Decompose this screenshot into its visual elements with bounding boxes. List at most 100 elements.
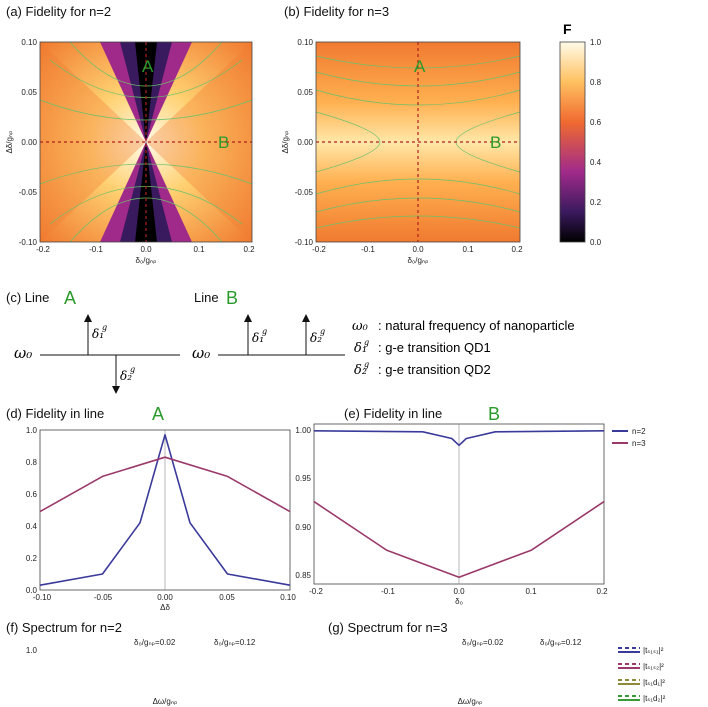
panel-b-yticks: 0.10 0.05 0.00 -0.05 -0.10 [295, 38, 314, 247]
panel-a-point-b: B [218, 133, 229, 152]
svg-text:1.00: 1.00 [295, 426, 311, 435]
panel-d-title: (d) Fidelity in line [6, 406, 104, 421]
panel-f-ann2: δ₀/gₙₚ=0.12 [214, 638, 256, 647]
svg-text:-0.2: -0.2 [36, 245, 50, 254]
svg-text:0.10: 0.10 [21, 38, 37, 47]
panel-f-title: (f) Spectrum for n=2 [6, 620, 122, 635]
svg-text:0.1: 0.1 [462, 245, 474, 254]
svg-text:0.10: 0.10 [297, 38, 313, 47]
svg-text:1.0: 1.0 [26, 426, 38, 435]
svg-text:0.0: 0.0 [590, 238, 602, 247]
panel-e: (e) Fidelity in line B 1.00 0.95 0.90 0.… [295, 404, 646, 606]
panel-g: (g) Spectrum for n=3 δ₀/gₙₚ=0.02 δ₀/gₙₚ=… [328, 620, 582, 706]
svg-text:ω₀: ω₀ [352, 319, 369, 334]
panel-d-xticks: -0.10 -0.05 0.00 0.05 0.10 [33, 593, 296, 602]
panel-e-yticks: 1.00 0.95 0.90 0.85 [295, 426, 311, 580]
series-n=2 [39, 434, 291, 586]
svg-text:0.0: 0.0 [412, 245, 424, 254]
svg-text:0.85: 0.85 [295, 571, 311, 580]
svg-text:n=3: n=3 [632, 439, 646, 448]
panel-c-title: (c) Line [6, 290, 49, 305]
svg-text:1.0: 1.0 [590, 38, 602, 47]
svg-text:g: g [102, 323, 107, 332]
panel-e-title-letter: B [488, 404, 500, 424]
panel-g-ann2: δ₀/gₙₚ=0.12 [540, 638, 582, 647]
svg-text:0.2: 0.2 [596, 587, 608, 596]
svg-text:0.00: 0.00 [297, 138, 313, 147]
svg-text:-0.05: -0.05 [19, 188, 38, 197]
svg-text:0.00: 0.00 [157, 593, 173, 602]
panel-a-ylabel: Δδ/gₙₚ [5, 130, 14, 153]
panel-a-yticks: 0.10 0.05 0.00 -0.05 -0.10 [19, 38, 38, 247]
panel-e-plot [313, 430, 605, 578]
svg-text:-0.1: -0.1 [89, 245, 103, 254]
svg-text:δ₂: δ₂ [310, 331, 322, 345]
svg-text:0.0: 0.0 [26, 586, 38, 595]
panel-g-xlabel: Δω/gₙₚ [458, 697, 483, 706]
svg-text:-0.10: -0.10 [33, 593, 52, 602]
svg-text:|tₛ₁ₛ₁|²: |tₛ₁ₛ₁|² [643, 646, 664, 655]
svg-text:δ₁: δ₁ [252, 331, 264, 345]
panel-a-xticks: -0.2 -0.1 0.0 0.1 0.2 [36, 245, 255, 254]
panel-c-line-a: A [64, 288, 76, 308]
svg-text:-0.10: -0.10 [295, 238, 314, 247]
panel-c-line-b: B [226, 288, 238, 308]
svg-text:0.4: 0.4 [590, 158, 602, 167]
svg-text:: g-e transition QD2: : g-e transition QD2 [378, 362, 491, 377]
svg-text:g: g [130, 365, 135, 374]
svg-text:-0.05: -0.05 [295, 188, 314, 197]
colorbar-ticks: 1.0 0.8 0.6 0.4 0.2 0.0 [590, 38, 602, 247]
svg-text:0.2: 0.2 [243, 245, 255, 254]
panel-b: (b) Fidelity for n=3 A B 0.10 0.05 0.00 … [281, 4, 523, 265]
svg-text:0.05: 0.05 [219, 593, 235, 602]
omega-b: ω₀ [192, 344, 210, 362]
svg-text:δ₁: δ₁ [354, 341, 367, 356]
svg-text:0.6: 0.6 [590, 118, 602, 127]
svg-text:|tₛ₁d₂|²: |tₛ₁d₂|² [643, 694, 666, 703]
svg-text:0.95: 0.95 [295, 474, 311, 483]
panel-d-plot [39, 434, 291, 586]
panel-f-yticks: 1.0 [26, 646, 38, 655]
svg-text:g: g [364, 360, 369, 369]
svg-text:: natural frequency of nanopar: : natural frequency of nanoparticle [378, 318, 575, 333]
svg-text:g: g [364, 338, 369, 347]
series-n=3 [39, 456, 291, 513]
panel-a-title: (a) Fidelity for n=2 [6, 4, 111, 19]
panel-a-xlabel: δ₀/gₙₚ [135, 256, 156, 265]
svg-text:1.0: 1.0 [26, 646, 38, 655]
panel-b-xlabel: δ₀/gₙₚ [407, 256, 428, 265]
svg-text:0.2: 0.2 [590, 198, 602, 207]
svg-text:0.2: 0.2 [26, 554, 38, 563]
panel-b-point-b: B [490, 133, 501, 152]
spectrum-legend: |tₛ₁ₛ₁|² |tₛ₁ₛ₂|² |tₛ₁d₁|² |tₛ₁d₂|² [618, 646, 666, 703]
svg-text:-0.1: -0.1 [361, 245, 375, 254]
svg-text:0.00: 0.00 [21, 138, 37, 147]
svg-text:δ₂: δ₂ [120, 369, 132, 383]
panel-d: (d) Fidelity in line A 1.0 0.8 0.6 0.4 0… [6, 404, 296, 612]
panel-c-legend: ω₀ : natural frequency of nanoparticle δ… [352, 318, 575, 378]
svg-text:-0.1: -0.1 [381, 587, 395, 596]
svg-text:0.0: 0.0 [453, 587, 465, 596]
svg-text:0.6: 0.6 [26, 490, 38, 499]
svg-text:0.05: 0.05 [21, 88, 37, 97]
panel-a: (a) Fidelity for n=2 A B 0.10 0.05 0.00 … [5, 4, 255, 265]
panel-d-title-letter: A [152, 404, 164, 424]
colorbar: F 1.0 0.8 0.6 0.4 0.2 0.0 [559, 21, 602, 247]
panel-e-xlabel: δ₀ [455, 597, 463, 606]
panel-b-xticks: -0.2 -0.1 0.0 0.1 0.2 [312, 245, 523, 254]
svg-text:0.05: 0.05 [297, 88, 313, 97]
svg-text:g: g [320, 327, 325, 336]
series-n=2 [313, 430, 605, 447]
svg-text:n=2: n=2 [632, 427, 646, 436]
svg-text:0.90: 0.90 [295, 523, 311, 532]
panel-b-title: (b) Fidelity for n=3 [284, 4, 389, 19]
panel-a-point-a: A [142, 57, 154, 76]
panel-g-title: (g) Spectrum for n=3 [328, 620, 448, 635]
panel-e-title: (e) Fidelity in line [344, 406, 442, 421]
panel-e-legend: n=2 n=3 [612, 427, 646, 448]
svg-text:: g-e transition QD1: : g-e transition QD1 [378, 340, 491, 355]
svg-text:-0.2: -0.2 [309, 587, 323, 596]
svg-text:0.0: 0.0 [140, 245, 152, 254]
svg-text:-0.10: -0.10 [19, 238, 38, 247]
